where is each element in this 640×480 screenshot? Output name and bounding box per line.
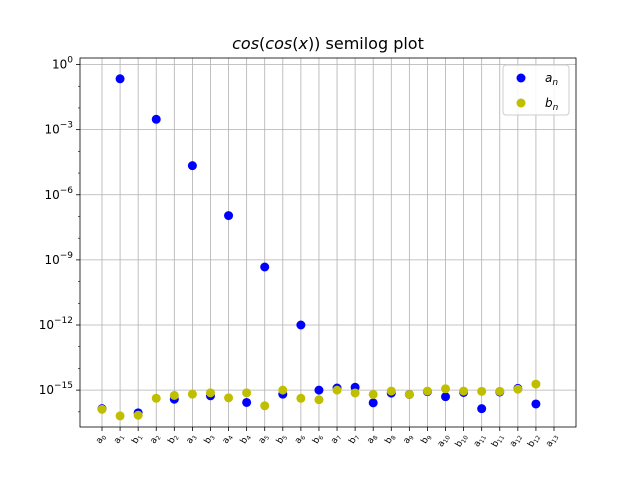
data-point	[314, 385, 324, 395]
data-point	[151, 114, 161, 124]
data-point	[422, 386, 432, 396]
legend: an bn	[502, 64, 570, 116]
x-tick-label: a12	[508, 432, 524, 449]
data-point	[242, 388, 252, 398]
x-tick-label: b7	[347, 432, 361, 446]
data-point	[495, 386, 505, 396]
series-2	[97, 379, 541, 421]
x-tick-label: a7	[329, 432, 343, 446]
data-point	[224, 211, 234, 221]
data-point	[404, 389, 414, 399]
x-tick-label: a8	[365, 432, 379, 446]
x-tick-label: a6	[293, 432, 307, 446]
x-tick-label: a13	[544, 432, 560, 449]
x-tick-label: b12	[526, 432, 542, 449]
data-point	[260, 262, 270, 272]
data-point	[169, 390, 179, 400]
data-point	[513, 384, 523, 394]
x-tick-label: b11	[490, 432, 506, 449]
x-tick-label: b3	[203, 432, 217, 446]
chart-title: cos(cos(x)) semilog plot	[232, 34, 424, 53]
data-point	[296, 320, 306, 330]
x-tick-label: a11	[472, 432, 488, 449]
data-point	[205, 388, 215, 398]
x-tick-label: a2	[149, 432, 163, 446]
data-point	[314, 395, 324, 405]
x-tick-label: b4	[239, 432, 253, 446]
data-point	[531, 379, 541, 389]
data-point	[459, 386, 469, 396]
data-point	[386, 386, 396, 396]
y-tick-label: 10−3	[44, 121, 73, 137]
data-point	[187, 389, 197, 399]
x-tick-label: a5	[257, 432, 271, 446]
x-tick-label: b8	[383, 432, 397, 446]
x-tick-label: a9	[402, 432, 416, 446]
data-point	[115, 411, 125, 421]
data-point	[115, 74, 125, 84]
data-point	[441, 384, 451, 394]
x-tick-label: b10	[454, 432, 470, 449]
data-point	[151, 393, 161, 403]
x-tick-label: a3	[185, 432, 199, 446]
legend-marker	[516, 98, 526, 108]
data-point	[477, 386, 487, 396]
data-point	[296, 393, 306, 403]
data-point	[224, 393, 234, 403]
grid	[80, 58, 576, 427]
y-tick-label: 10−9	[44, 251, 73, 267]
data-point	[368, 389, 378, 399]
data-point	[260, 401, 270, 411]
data-point	[97, 404, 107, 414]
data-point	[441, 392, 451, 402]
x-tick-label: a10	[436, 432, 452, 449]
data-point	[133, 410, 143, 420]
y-tick-label: 10−6	[44, 186, 73, 202]
axes: a0 a1 b1 a2 b2 a3 b3 a4 b4 a5 b5 a6 b6 a7 b7 a8 b8 a9 b9a1…	[39, 56, 577, 449]
x-tick-label: b6	[311, 432, 325, 446]
data-markers	[97, 74, 541, 421]
data-point	[278, 385, 288, 395]
x-tick-label: a1	[112, 432, 126, 446]
x-tick-label: a4	[221, 432, 235, 446]
data-point	[477, 404, 487, 414]
data-point	[368, 398, 378, 408]
data-point	[242, 397, 252, 407]
plot-frame	[79, 57, 577, 428]
x-tick-label: b2	[166, 432, 180, 446]
legend-label: bn	[545, 96, 559, 113]
legend-marker	[516, 73, 526, 83]
data-point	[350, 388, 360, 398]
y-tick-label: 10−12	[39, 316, 73, 332]
x-tick-label: a0	[94, 432, 108, 446]
data-point	[187, 161, 197, 171]
legend-label: an	[545, 71, 558, 88]
legend-box	[502, 64, 570, 116]
y-tick-label: 10−15	[39, 381, 73, 397]
data-point	[531, 399, 541, 409]
y-tick-label: 100	[52, 56, 73, 72]
data-point	[332, 385, 342, 395]
x-tick-label: b1	[130, 432, 144, 446]
x-tick-label: b5	[275, 432, 289, 446]
x-tick-label: b9	[420, 432, 434, 446]
